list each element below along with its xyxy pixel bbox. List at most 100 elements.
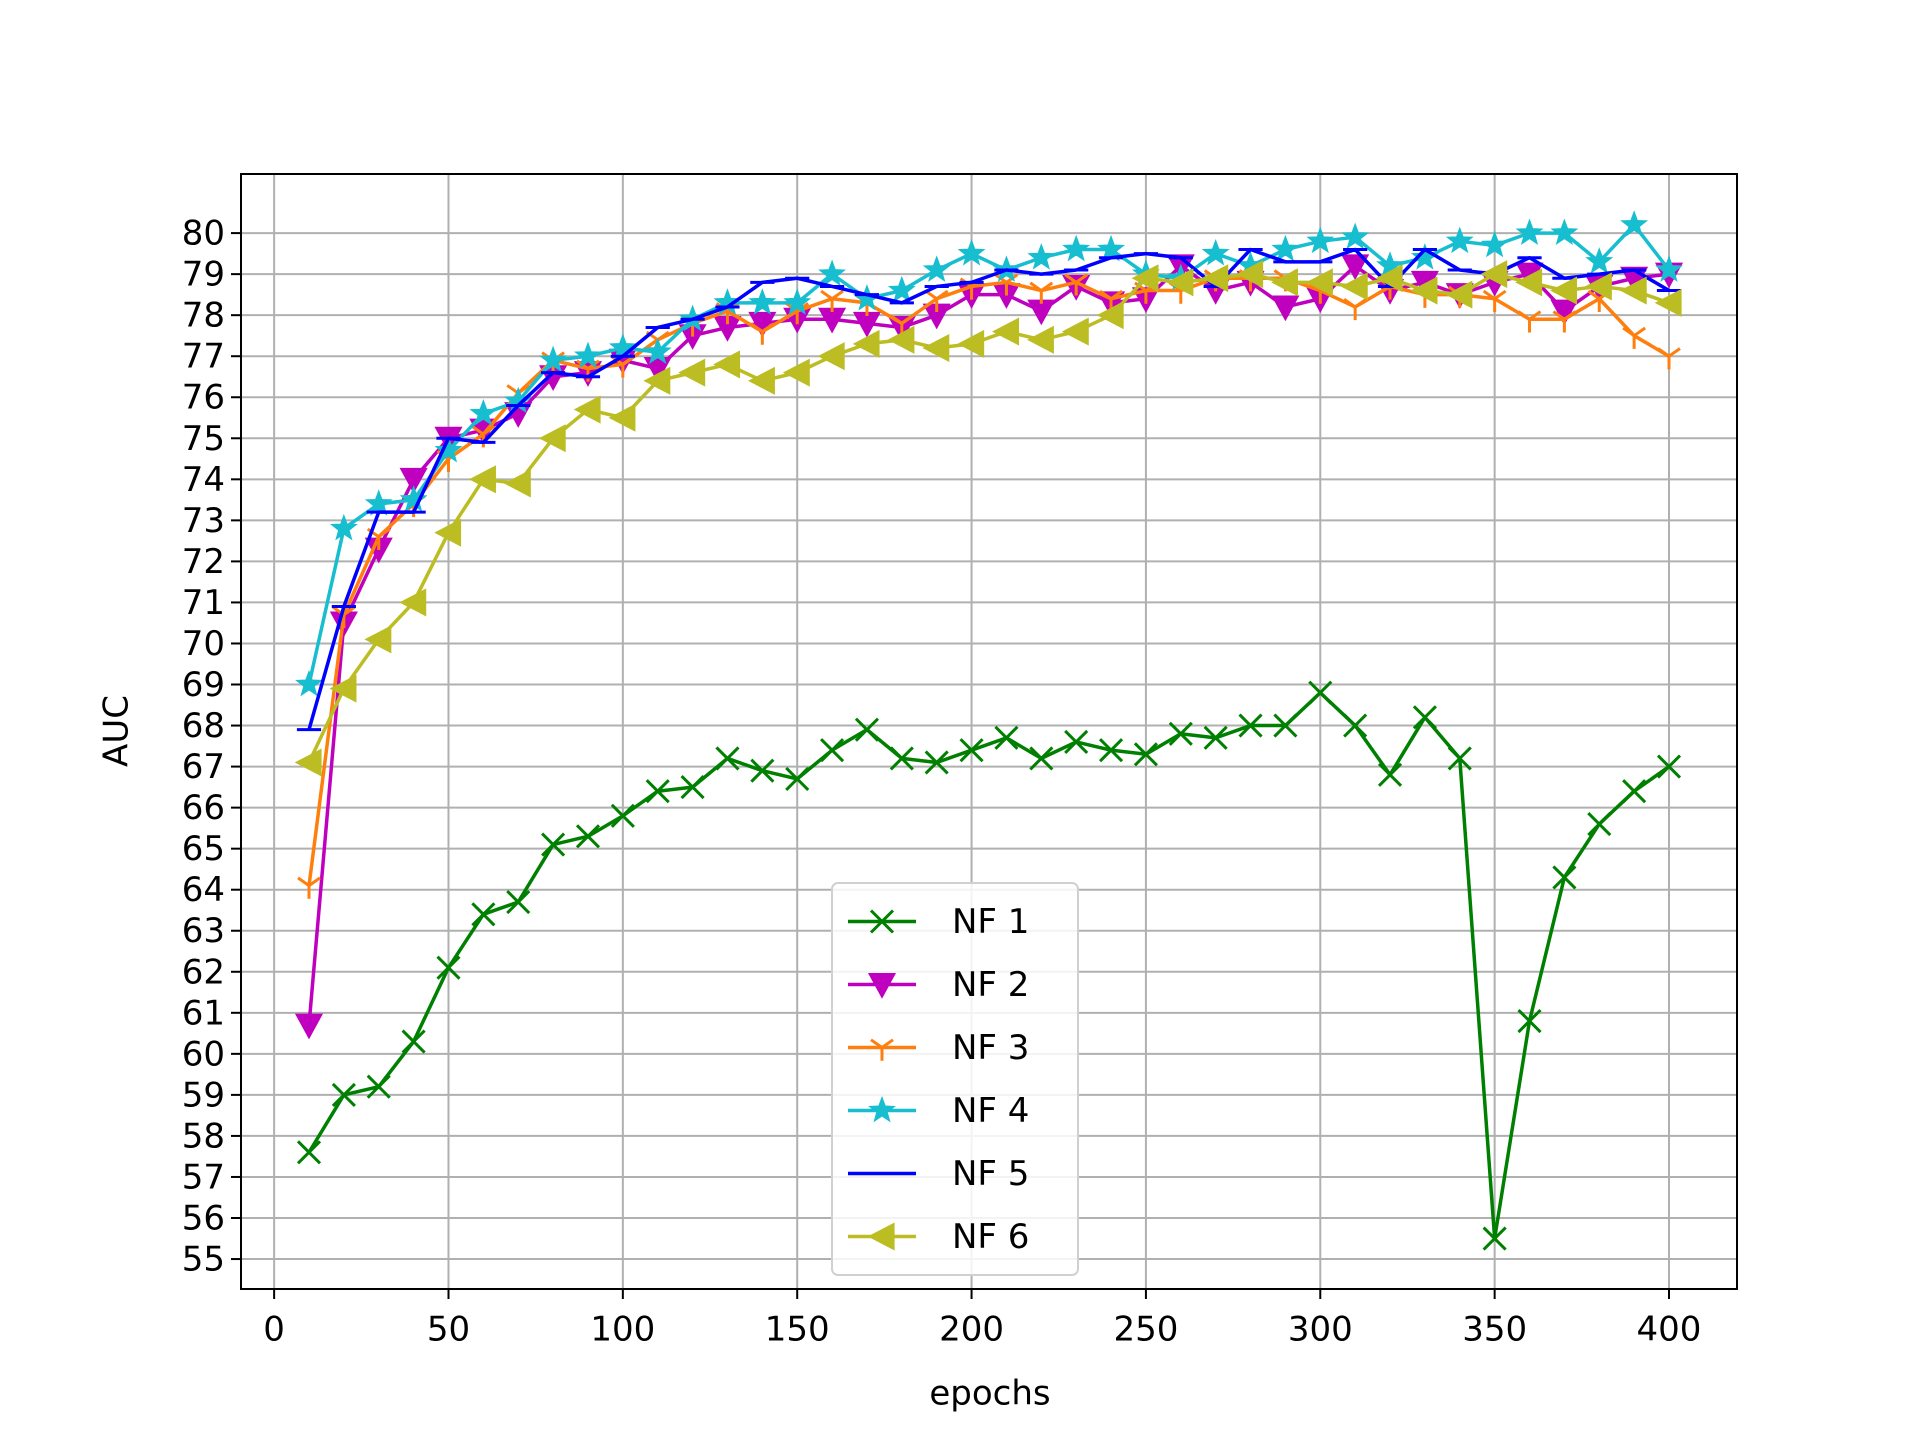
y-tick-label: 62 xyxy=(182,952,225,992)
line xyxy=(307,276,1670,886)
y-tick-label: 60 xyxy=(182,1034,225,1074)
marker xyxy=(750,322,775,345)
marker xyxy=(503,469,531,498)
marker xyxy=(867,1222,895,1251)
marker xyxy=(574,341,602,369)
marker xyxy=(1480,230,1509,258)
marker xyxy=(1584,272,1612,301)
marker xyxy=(294,1013,324,1040)
y-tick-label: 74 xyxy=(182,460,225,500)
line xyxy=(307,247,1670,731)
marker xyxy=(1271,234,1300,262)
marker xyxy=(1306,226,1335,254)
marker xyxy=(1655,255,1683,282)
marker xyxy=(1445,280,1473,309)
marker xyxy=(541,832,566,857)
marker xyxy=(1343,713,1368,738)
y-tick-label: 61 xyxy=(182,993,225,1033)
marker xyxy=(1341,222,1370,250)
marker xyxy=(1552,865,1577,890)
marker xyxy=(329,513,358,541)
marker xyxy=(1271,268,1299,297)
y-tick-label: 73 xyxy=(182,501,225,541)
marker xyxy=(1062,234,1091,262)
marker xyxy=(296,1140,322,1165)
marker xyxy=(1308,680,1333,705)
legend-box xyxy=(831,882,1079,1276)
marker xyxy=(643,366,671,395)
marker xyxy=(750,758,775,783)
marker xyxy=(1622,779,1647,804)
marker xyxy=(364,489,393,516)
marker xyxy=(645,779,670,804)
y-tick-label: 58 xyxy=(182,1116,225,1156)
marker xyxy=(1271,295,1300,322)
marker xyxy=(1550,276,1577,305)
marker xyxy=(1552,310,1577,333)
marker xyxy=(364,625,392,654)
marker xyxy=(957,329,985,358)
x-tick-label: 300 xyxy=(1288,1310,1353,1350)
line xyxy=(307,264,1670,1026)
marker xyxy=(1236,260,1264,289)
marker xyxy=(678,358,706,387)
marker xyxy=(1340,272,1368,301)
marker xyxy=(922,333,950,363)
marker xyxy=(1027,325,1054,354)
marker xyxy=(297,876,321,899)
marker xyxy=(294,748,322,777)
marker xyxy=(957,238,986,266)
y-tick-label: 55 xyxy=(182,1240,225,1280)
y-tick-label: 63 xyxy=(182,911,225,951)
y-tick-label: 80 xyxy=(182,214,225,254)
marker xyxy=(1343,298,1368,321)
marker xyxy=(817,342,845,371)
marker xyxy=(436,955,461,980)
marker xyxy=(1098,738,1124,763)
y-tick-label: 68 xyxy=(182,706,225,746)
marker xyxy=(820,289,844,312)
y-tick-label: 56 xyxy=(182,1199,225,1239)
x-tick-label: 50 xyxy=(427,1310,470,1350)
marker xyxy=(1587,811,1612,837)
marker xyxy=(1482,1226,1507,1251)
marker xyxy=(887,325,915,354)
y-tick-label: 67 xyxy=(182,747,225,787)
y-tick-label: 64 xyxy=(182,870,225,910)
marker xyxy=(399,467,428,494)
x-tick-label: 200 xyxy=(939,1310,1004,1350)
x-tick-label: 400 xyxy=(1637,1310,1702,1350)
marker xyxy=(1341,254,1370,281)
marker xyxy=(1622,326,1646,349)
marker xyxy=(748,366,775,395)
y-tick-label: 76 xyxy=(182,378,225,418)
marker xyxy=(1654,288,1682,317)
marker xyxy=(869,909,895,934)
marker xyxy=(854,717,880,742)
marker xyxy=(994,725,1019,750)
marker xyxy=(818,259,847,286)
x-tick-label: 250 xyxy=(1113,1310,1178,1350)
marker xyxy=(1201,264,1229,293)
marker xyxy=(608,403,636,432)
marker xyxy=(1131,264,1159,293)
marker xyxy=(1412,705,1437,730)
marker xyxy=(1305,268,1333,297)
y-tick-label: 57 xyxy=(182,1157,225,1197)
marker xyxy=(506,889,531,915)
marker xyxy=(1480,260,1508,289)
marker xyxy=(573,395,601,424)
x-tick-label: 0 xyxy=(263,1310,285,1350)
marker xyxy=(608,333,637,360)
x-tick-label: 350 xyxy=(1462,1310,1527,1350)
marker xyxy=(1064,729,1089,755)
marker xyxy=(715,746,740,771)
y-tick-label: 78 xyxy=(182,296,225,336)
y-tick-label: 59 xyxy=(182,1075,225,1115)
marker xyxy=(401,1029,426,1054)
y-tick-label: 65 xyxy=(182,829,225,869)
marker xyxy=(1515,218,1544,245)
marker xyxy=(610,803,635,828)
marker xyxy=(1168,721,1193,746)
marker xyxy=(1133,742,1158,767)
